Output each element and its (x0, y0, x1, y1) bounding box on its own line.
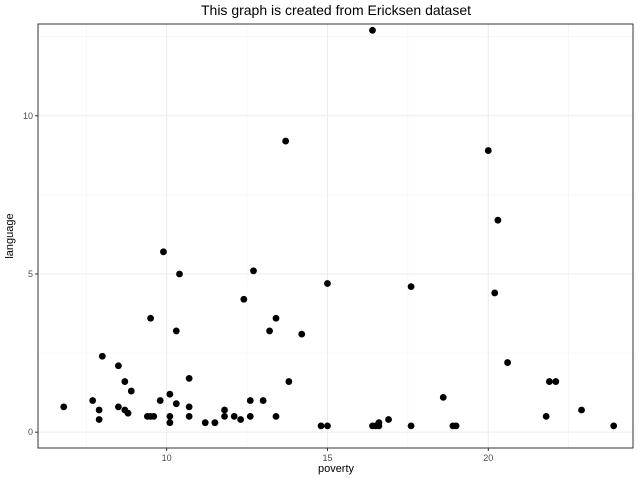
data-point (317, 422, 325, 430)
data-point (237, 416, 245, 423)
data-point (298, 330, 306, 338)
y-tick-label: 0 (28, 427, 33, 437)
data-point (246, 412, 254, 420)
data-point (185, 412, 193, 420)
data-point (121, 378, 129, 385)
data-point (201, 419, 209, 427)
chart-title: This graph is created from Ericksen data… (201, 2, 471, 18)
data-point (484, 147, 492, 154)
data-point (127, 387, 135, 395)
data-point (172, 400, 180, 408)
data-point (552, 378, 560, 385)
data-point (282, 137, 290, 145)
data-point (160, 248, 167, 256)
y-axis-label: language (4, 213, 16, 258)
data-point (250, 267, 257, 275)
data-point (185, 403, 193, 411)
data-point (452, 422, 460, 430)
data-point (491, 289, 499, 297)
data-points (60, 26, 618, 430)
data-point (115, 403, 122, 411)
x-tick-label: 10 (162, 453, 172, 463)
data-point (115, 362, 122, 370)
data-point (166, 412, 174, 420)
data-point (221, 412, 228, 420)
data-point (272, 412, 280, 420)
data-point (172, 327, 180, 335)
x-tick-label: 20 (483, 453, 493, 463)
data-point (95, 416, 103, 423)
data-point (259, 397, 267, 404)
data-point (60, 403, 68, 411)
data-point (369, 26, 376, 34)
data-point (324, 280, 331, 287)
data-point (95, 406, 103, 414)
data-point (324, 422, 331, 430)
x-tick-label: 15 (322, 453, 332, 463)
panel-border (37, 23, 634, 449)
axis-ticks: 10 15 20 0 5 10 (23, 111, 493, 463)
grid-lines (38, 24, 633, 448)
data-point (494, 216, 502, 224)
data-point (375, 422, 383, 430)
data-point (385, 416, 392, 423)
data-point (150, 412, 158, 420)
data-point (156, 397, 164, 404)
data-point (89, 397, 97, 404)
data-point (504, 359, 511, 366)
y-tick-label: 5 (28, 269, 33, 279)
data-point (610, 422, 618, 430)
data-point (240, 295, 248, 303)
data-point (407, 283, 415, 291)
data-point (439, 393, 447, 401)
data-point (230, 412, 238, 420)
data-point (166, 419, 174, 427)
data-point (266, 327, 273, 335)
data-point (578, 406, 585, 414)
data-point (542, 412, 550, 420)
data-point (98, 352, 106, 360)
y-tick-label: 10 (23, 111, 33, 121)
x-axis-label: poverty (318, 463, 355, 475)
data-point (185, 374, 193, 382)
data-point (147, 314, 154, 322)
data-point (211, 419, 219, 427)
data-point (166, 390, 174, 398)
data-point (246, 397, 254, 404)
data-point (221, 406, 228, 414)
data-point (545, 378, 553, 385)
data-point (272, 314, 280, 322)
data-point (285, 378, 293, 385)
data-point (407, 422, 415, 430)
data-point (124, 409, 132, 417)
data-point (176, 270, 183, 278)
